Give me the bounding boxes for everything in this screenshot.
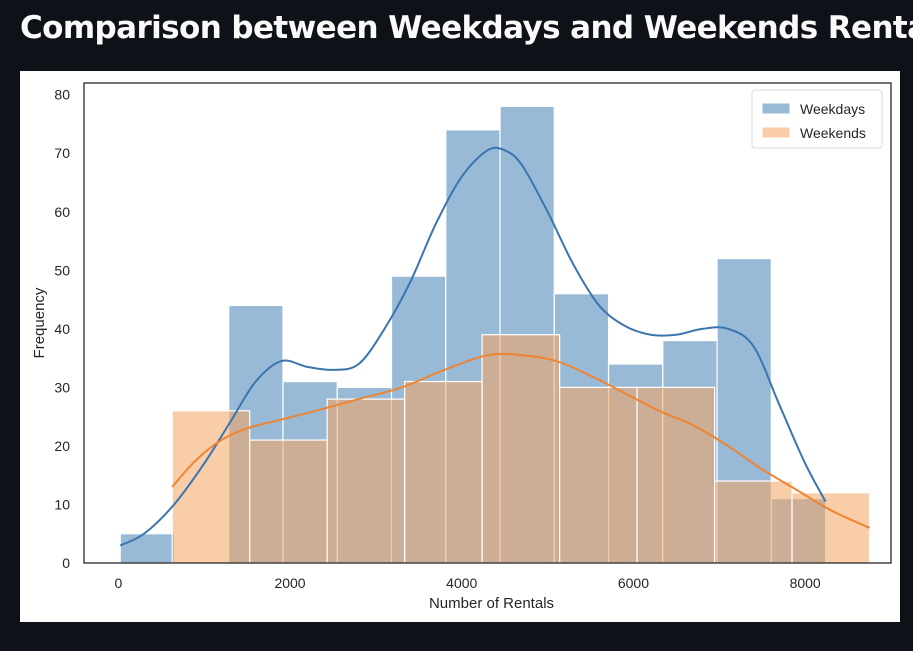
y-tick-label: 0: [62, 555, 70, 571]
page-title: Comparison between Weekdays and Weekends…: [20, 10, 913, 46]
weekends-bar-8: [791, 492, 871, 564]
weekends-bar-6: [636, 386, 716, 564]
y-tick-label: 80: [54, 87, 70, 103]
weekdays-bar-0: [119, 533, 176, 564]
weekends-legend-label: Weekends: [800, 125, 866, 141]
weekends-bar-5: [559, 386, 638, 564]
weekends-bar-1: [249, 439, 328, 564]
weekends-bar-7: [713, 480, 793, 564]
y-tick-label: 30: [54, 379, 70, 395]
x-tick-label: 2000: [274, 575, 305, 591]
weekdays-legend-label: Weekdays: [800, 101, 865, 117]
weekends-bar-4: [481, 334, 561, 564]
x-axis-label: Number of Rentals: [429, 595, 554, 612]
x-tick-label: 0: [114, 575, 122, 591]
x-tick-label: 6000: [618, 575, 649, 591]
y-axis-label: Frequency: [31, 287, 48, 358]
weekends-bar-3: [404, 380, 483, 564]
y-tick-label: 20: [54, 438, 70, 454]
legend[interactable]: Weekdays Weekends: [751, 89, 883, 149]
axes-frame: [83, 82, 892, 564]
x-tick-label: 8000: [790, 575, 821, 591]
weekdays-legend-swatch: [761, 102, 791, 115]
weekends-bars: [171, 334, 871, 564]
chart-figure: 0 2000 4000 6000 8000 0 10 20 30 40 50 60 70 80 Number…: [20, 71, 900, 622]
y-tick-label: 70: [54, 145, 70, 161]
y-tick-label: 60: [54, 204, 70, 220]
weekends-legend-swatch: [761, 126, 791, 139]
weekends-bar-2: [326, 398, 406, 564]
weekends-kde-line: [171, 352, 870, 529]
kde-lines: [119, 146, 870, 547]
x-tick-label: 4000: [446, 575, 477, 591]
weekdays-kde-line: [119, 146, 827, 547]
y-tick-label: 10: [54, 496, 70, 512]
y-tick-label: 50: [54, 262, 70, 278]
y-tick-label: 40: [54, 321, 70, 337]
histogram-chart: 0 2000 4000 6000 8000 0 10 20 30 40 50 60 70 80 Number…: [31, 82, 892, 612]
axes: 0 2000 4000 6000 8000 0 10 20 30 40 50 60 70 80 Number…: [31, 82, 892, 612]
weekends-bar-0: [171, 410, 251, 564]
